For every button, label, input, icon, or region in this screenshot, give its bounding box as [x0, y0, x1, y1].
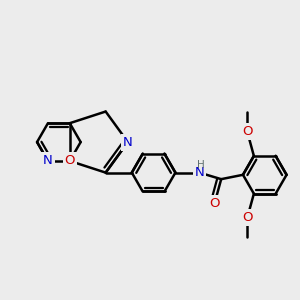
Text: N: N [194, 166, 204, 179]
Text: N: N [123, 136, 133, 148]
Text: N: N [43, 154, 53, 167]
Text: O: O [64, 154, 75, 167]
Text: O: O [242, 125, 253, 138]
Text: O: O [209, 196, 220, 210]
Text: H: H [197, 160, 205, 170]
Text: O: O [242, 211, 253, 224]
